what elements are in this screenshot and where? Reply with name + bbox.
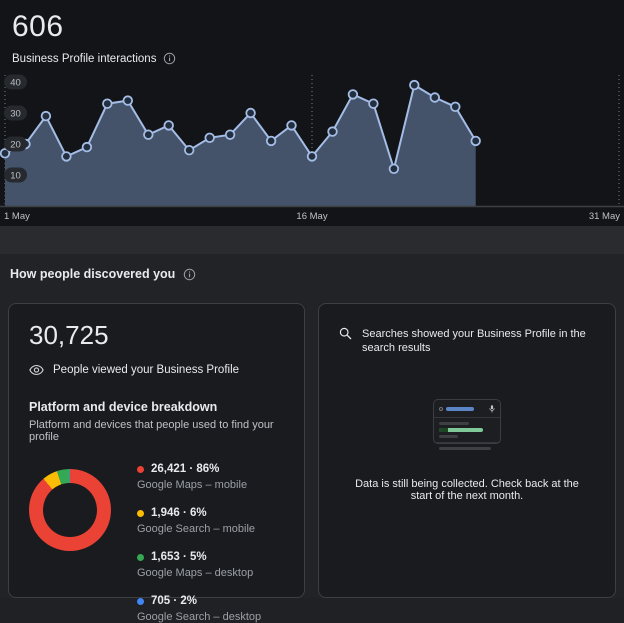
chart-point-day-15[interactable] <box>286 120 297 131</box>
chart-point-day-18[interactable] <box>347 89 359 100</box>
breakdown-legend: 26,421 · 86% Google Maps – mobile 1,946 … <box>137 461 261 623</box>
platform-donut-chart[interactable] <box>29 469 111 551</box>
section-divider-band <box>0 226 624 254</box>
y-tick-pill <box>4 105 27 121</box>
interactions-label-row: Business Profile interactions <box>12 52 612 65</box>
chart-point-day-24[interactable] <box>470 135 481 147</box>
data-collection-message: Data is still being collected. Check bac… <box>355 478 579 502</box>
searches-card: Searches showed your Business Profile in… <box>318 303 616 598</box>
searches-header: Searches showed your Business Profile in… <box>335 327 599 355</box>
profile-views-label: People viewed your Business Profile <box>53 364 240 376</box>
legend-dot-red <box>137 465 144 473</box>
mini-search-icon <box>439 407 443 411</box>
chart-point-day-11[interactable] <box>204 132 215 144</box>
legend-value: 26,421 · 86% <box>151 463 220 475</box>
mini-query-bar <box>446 407 474 411</box>
y-tick-pill <box>4 74 27 90</box>
search-results-illustration <box>433 399 501 450</box>
y-tick-pill <box>4 136 27 152</box>
legend-value: 1,653 · 5% <box>151 551 207 563</box>
breakdown-subtitle: Platform and devices that people used to… <box>29 419 274 443</box>
legend-value: 1,946 · 6% <box>151 507 207 519</box>
chart-point-day-5[interactable] <box>81 141 93 153</box>
profile-views-label-row: People viewed your Business Profile <box>29 364 284 376</box>
chart-point-day-21[interactable] <box>409 79 420 91</box>
chart-point-day-16[interactable] <box>306 151 318 162</box>
x-tick-label: 1 May <box>4 211 30 222</box>
search-icon <box>339 327 352 340</box>
y-tick-label: 40 <box>10 78 21 89</box>
x-tick-label: 16 May <box>296 211 327 222</box>
chart-point-day-8[interactable] <box>143 129 154 140</box>
discovery-cards: 30,725 People viewed your Business Profi… <box>8 303 616 623</box>
breakdown-chart-row: 26,421 · 86% Google Maps – mobile 1,946 … <box>29 461 284 623</box>
chart-point-day-10[interactable] <box>183 144 195 156</box>
y-tick-label: 20 <box>10 140 21 151</box>
legend-value: 705 · 2% <box>151 595 198 607</box>
legend-entry: 26,421 · 86% Google Maps – mobile <box>137 463 261 491</box>
searches-header-text: Searches showed your Business Profile in… <box>362 328 586 354</box>
chart-point-day-20[interactable] <box>388 163 400 175</box>
mini-highlighted-result-bar <box>439 428 483 432</box>
chart-point-day-9[interactable] <box>163 120 174 131</box>
mic-icon <box>489 405 495 413</box>
chart-point-day-17[interactable] <box>327 126 338 137</box>
chart-point-day-14[interactable] <box>265 135 277 147</box>
legend-dot-green <box>137 553 144 561</box>
interactions-area-chart[interactable]: 40 30 20 10 1 May 16 May 31 May <box>0 70 624 226</box>
legend-label: Google Search – desktop <box>137 611 262 623</box>
interactions-total: 606 <box>12 10 64 43</box>
x-tick-label: 31 May <box>589 211 620 222</box>
mini-text-bar <box>439 422 469 425</box>
legend-entry: 705 · 2% Google Search – desktop <box>137 595 261 623</box>
chart-point-day-23[interactable] <box>450 101 461 113</box>
mini-text-bar <box>439 447 491 450</box>
chart-point-day-13[interactable] <box>245 107 256 119</box>
legend-entry: 1,653 · 5% Google Maps – desktop <box>137 551 261 579</box>
legend-entry: 1,946 · 6% Google Search – mobile <box>137 507 261 535</box>
donut-hole <box>43 483 97 537</box>
discovery-section: How people discovered you 30,725 <box>0 254 624 623</box>
eye-icon <box>29 364 44 376</box>
chart-point-day-6[interactable] <box>102 98 113 109</box>
chart-point-day-7[interactable] <box>122 95 134 106</box>
legend-dot-yellow <box>137 509 144 517</box>
chart-area-fill <box>5 85 476 206</box>
chart-point-day-4[interactable] <box>61 151 72 162</box>
info-icon[interactable] <box>183 268 196 281</box>
chart-point-day-19[interactable] <box>368 98 379 109</box>
chart-point-day-3[interactable] <box>40 110 52 122</box>
y-tick-label: 30 <box>10 109 21 120</box>
chart-point-day-22[interactable] <box>429 92 441 103</box>
y-tick-pill <box>4 167 27 183</box>
profile-views-card: 30,725 People viewed your Business Profi… <box>8 303 305 623</box>
discovery-section-title: How people discovered you <box>10 267 176 281</box>
legend-label: Google Maps – desktop <box>137 567 254 579</box>
breakdown-title: Platform and device breakdown <box>29 400 218 414</box>
y-tick-label: 10 <box>10 171 21 182</box>
chart-point-day-12[interactable] <box>224 129 236 140</box>
info-icon[interactable] <box>163 52 176 65</box>
mini-text-bar <box>439 435 458 438</box>
interactions-label: Business Profile interactions <box>12 52 157 65</box>
interactions-section: 606 Business Profile interactions 40 30 20… <box>0 0 624 226</box>
legend-label: Google Maps – mobile <box>137 479 248 491</box>
profile-views-total: 30,725 <box>29 320 109 350</box>
chart-point-day-1[interactable] <box>0 148 11 159</box>
legend-dot-blue <box>137 597 144 605</box>
discovery-title-row: How people discovered you <box>10 267 616 281</box>
legend-label: Google Search – mobile <box>137 523 256 535</box>
